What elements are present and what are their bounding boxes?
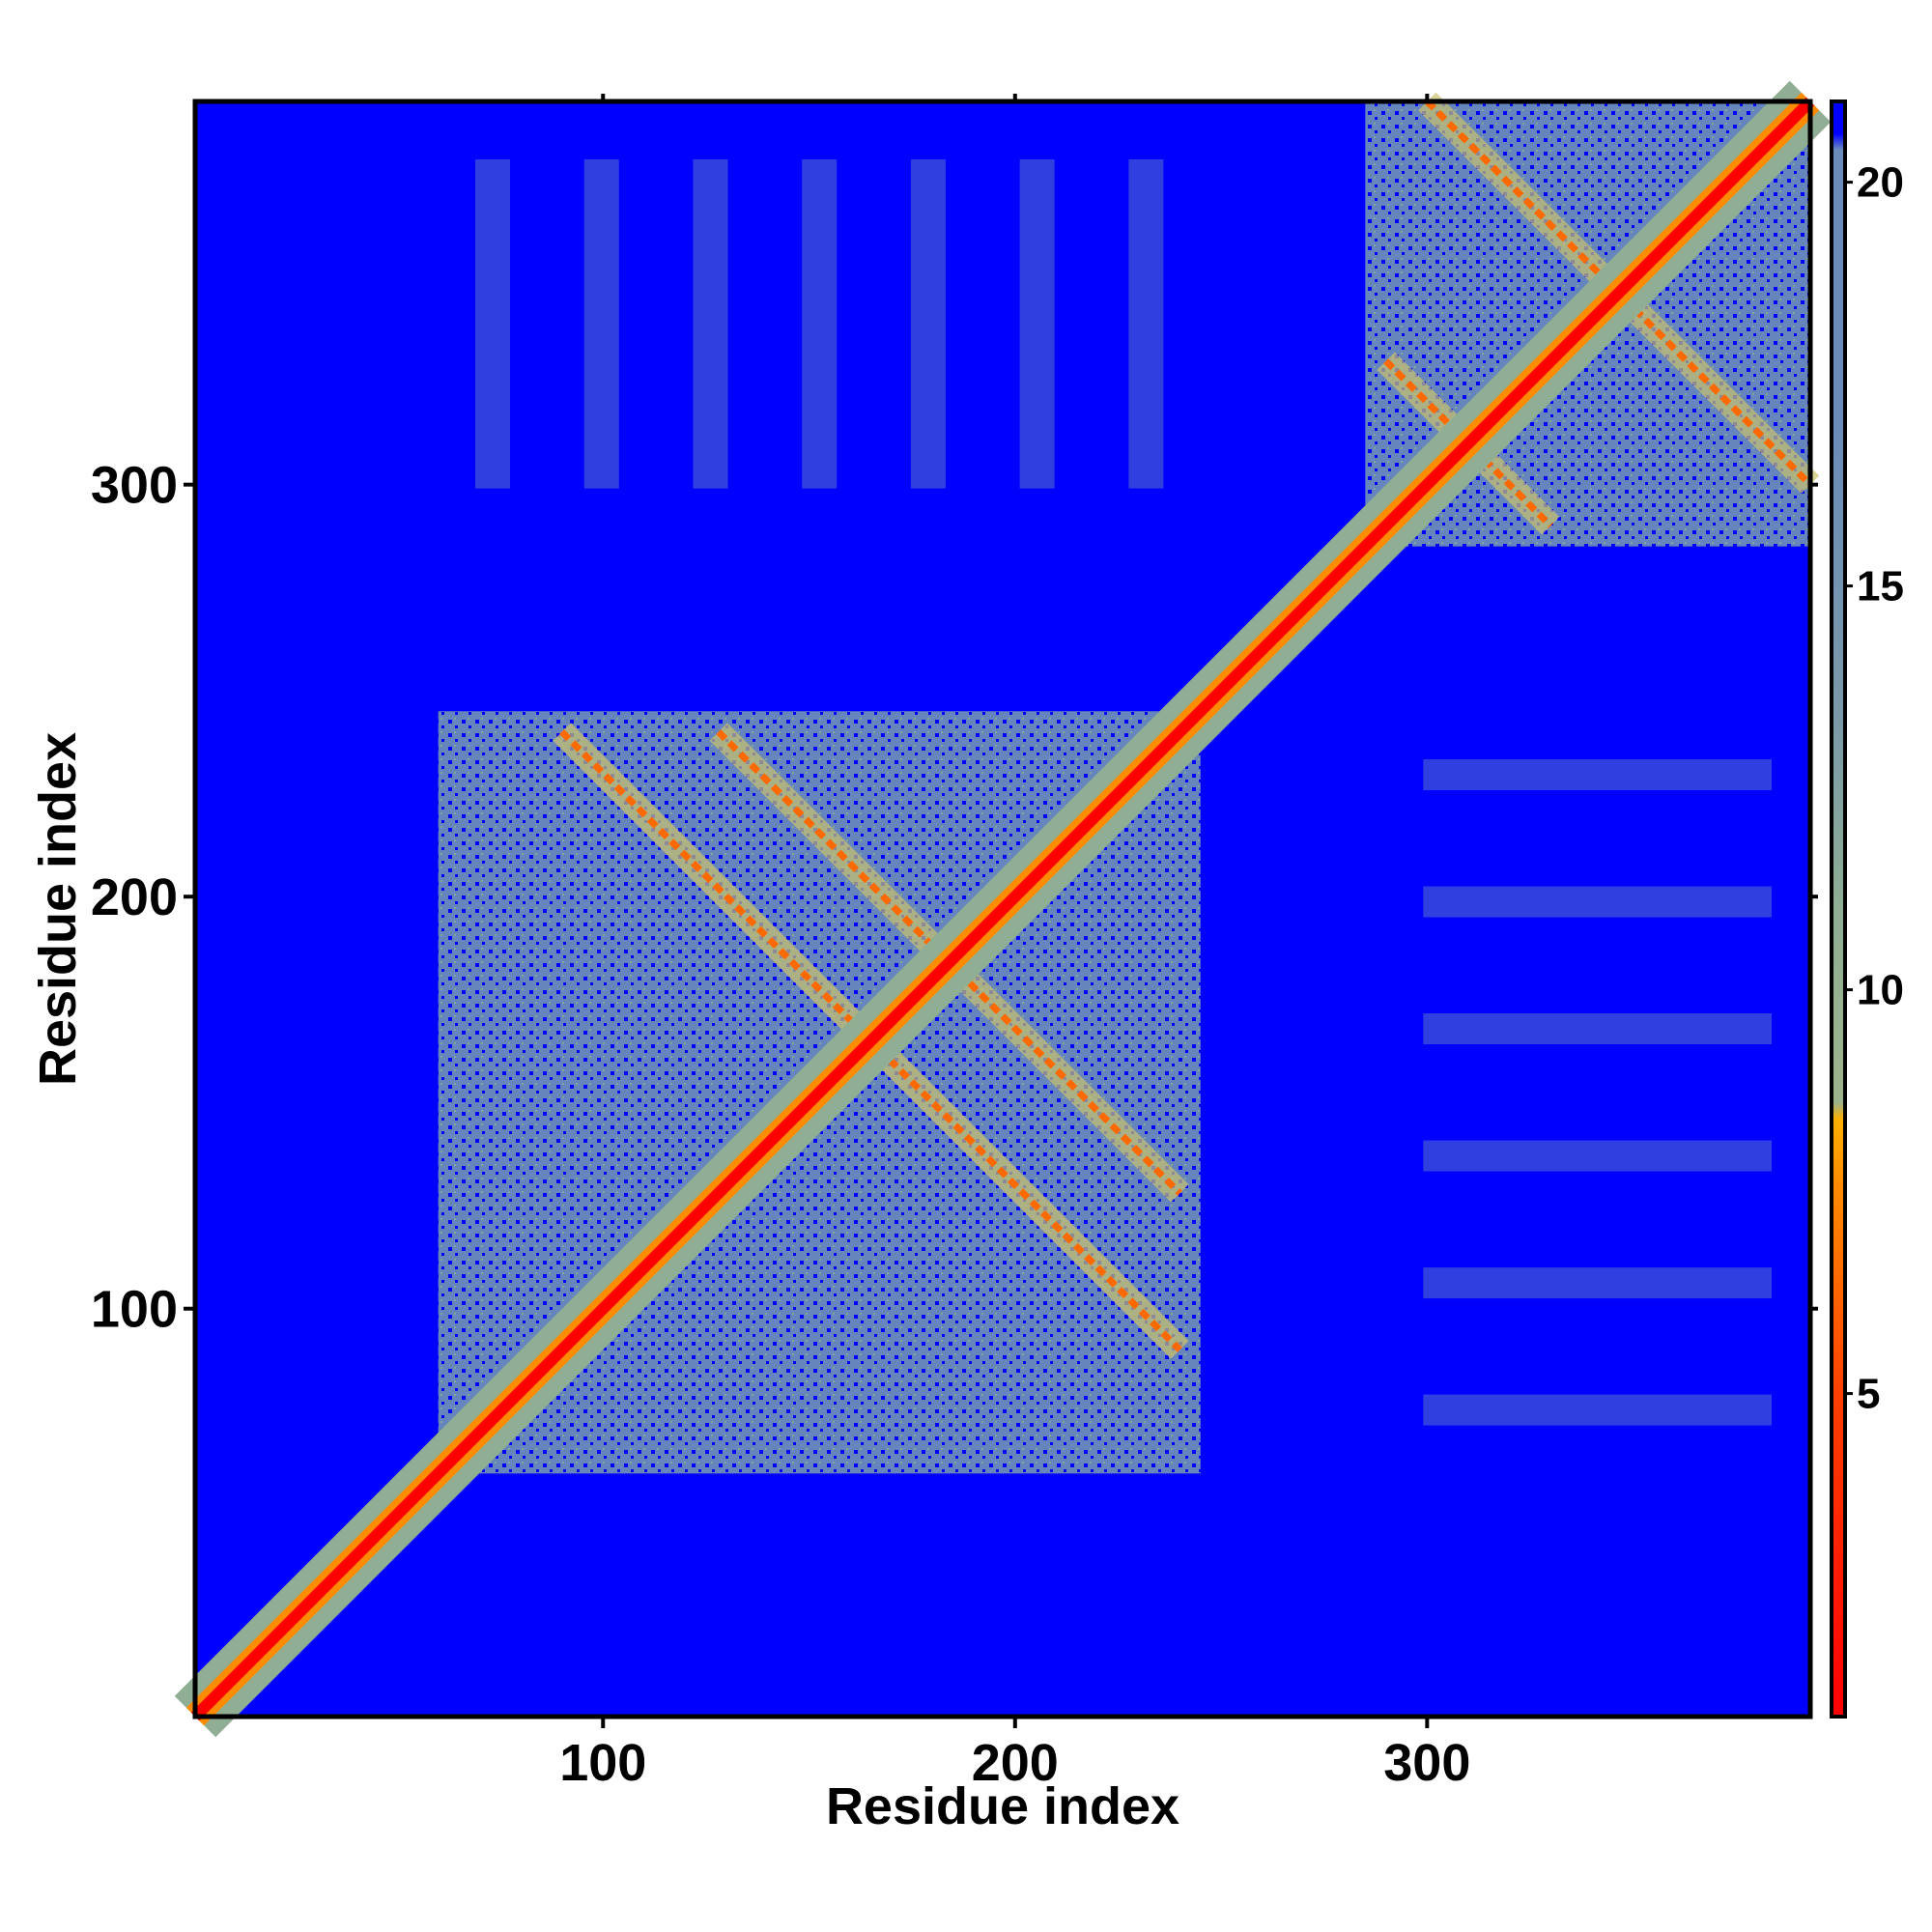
inter-domain-band [802,159,838,489]
inter-domain-band [475,159,511,489]
colorbar-tick-label: 15 [1857,563,1904,611]
x-tick-label: 200 [972,1734,1059,1792]
x-axis-title: Residue index [826,1777,1179,1835]
y-tick-label: 100 [91,1281,178,1339]
axes: 100 200 300 100 200 300 [91,94,1818,1792]
inter-domain-band [1423,886,1772,918]
plot-frame [192,99,1813,1719]
inter-domain-band [1423,1394,1772,1426]
y-axis-title: Residue index [29,732,87,1086]
colorbar-ticks: 5 10 15 20 [1845,159,1904,1418]
x-tick-label: 100 [559,1734,646,1792]
y-tick-label: 300 [91,457,178,515]
inter-domain-band [1423,1013,1772,1045]
colorbar-tick-label: 10 [1857,967,1904,1014]
colorbar-tick-label: 5 [1857,1371,1880,1418]
inter-domain-band [1128,159,1164,489]
colorbar [1830,99,1847,1719]
inter-domain-band [583,159,619,489]
x-tick-label: 300 [1383,1734,1470,1792]
colorbar-tick-label: 20 [1857,159,1904,207]
y-tick-label: 200 [91,868,178,926]
inter-domain-band [1423,1267,1772,1299]
heatmap-cells [174,80,1832,1738]
inter-domain-band [1019,159,1055,489]
inter-domain-band [693,159,728,489]
diagonal-core [190,97,1815,1721]
inter-domain-band [1423,759,1772,791]
inter-domain-band [910,159,946,489]
inter-domain-band [1423,1140,1772,1172]
